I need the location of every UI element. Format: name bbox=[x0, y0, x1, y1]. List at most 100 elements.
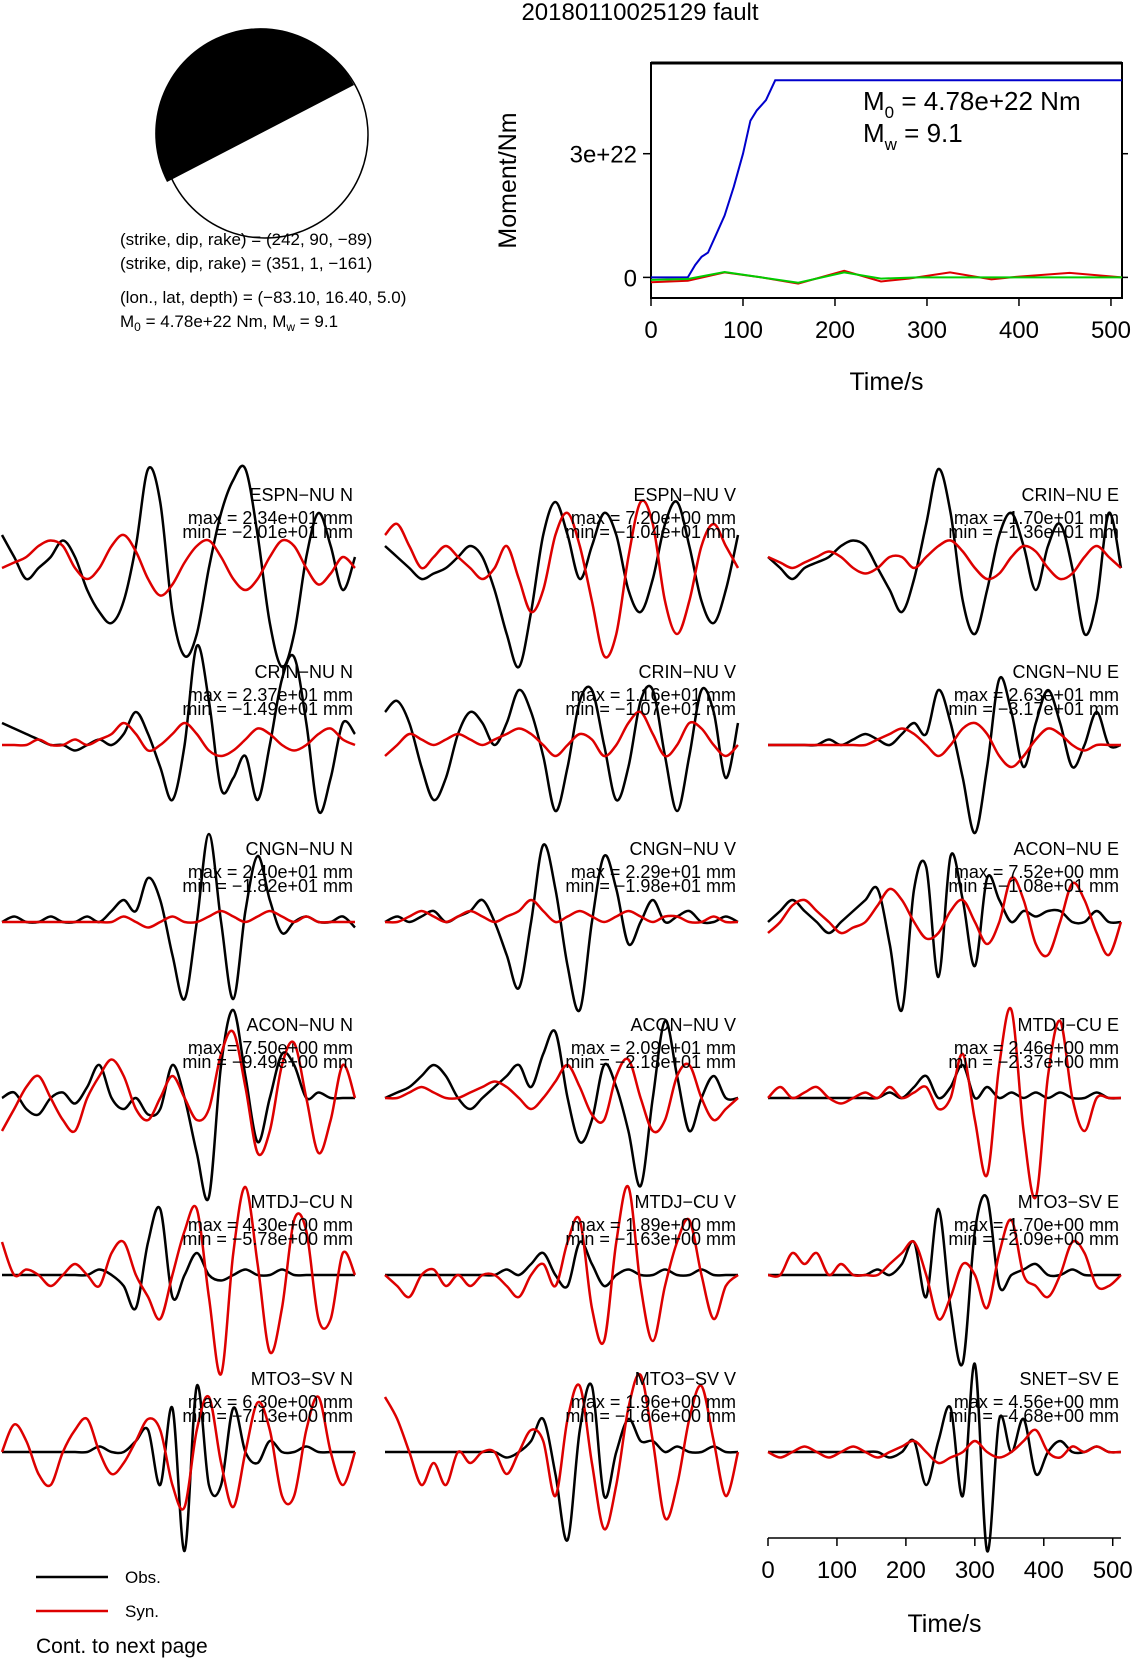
station-label: MTO3−SV N bbox=[251, 1369, 353, 1389]
hypocenter-text: (lon., lat, depth) = (−83.10, 16.40, 5.0… bbox=[120, 288, 406, 307]
nodal-plane-1: (strike, dip, rake) = (242, 90, −89) bbox=[120, 230, 372, 249]
seismic-moment-annotation: M0 = 4.78e+22 Nm bbox=[863, 86, 1081, 122]
legend: Obs. Syn. bbox=[36, 1568, 161, 1621]
max-amplitude-label: max = 2.40e+01 mm bbox=[188, 862, 353, 882]
moment-ytick-label: 0 bbox=[624, 265, 637, 292]
moment-series-cumulative bbox=[651, 79, 1122, 279]
time-axis-tick-label: 200 bbox=[886, 1557, 926, 1584]
synthetic-trace bbox=[0, 1029, 357, 1157]
observed-trace bbox=[767, 852, 1122, 1013]
min-amplitude-label: min = −7.13e+00 mm bbox=[182, 1406, 353, 1426]
station-label: ACON−NU N bbox=[246, 1015, 353, 1035]
observed-trace bbox=[768, 675, 1122, 835]
synthetic-trace bbox=[767, 1218, 1122, 1321]
moment-series-green bbox=[650, 270, 1122, 284]
station-label: ACON−NU V bbox=[630, 1015, 736, 1035]
observed-trace bbox=[384, 684, 740, 813]
max-amplitude-label: max = 1.96e+00 mm bbox=[571, 1392, 736, 1412]
min-amplitude-label: min = −1.82e+01 mm bbox=[182, 876, 353, 896]
moment-xtick-label: 500 bbox=[1091, 317, 1131, 344]
synthetic-trace bbox=[1, 533, 356, 597]
time-axis-label: Time/s bbox=[907, 1610, 981, 1638]
synthetic-trace bbox=[383, 1372, 740, 1531]
station-label: MTO3−SV V bbox=[635, 1369, 736, 1389]
max-amplitude-label: max = 2.37e+01 mm bbox=[188, 685, 353, 705]
min-amplitude-label: min = −1.63e+00 mm bbox=[565, 1229, 736, 1249]
max-amplitude-label: max = 2.34e+01 mm bbox=[188, 508, 353, 528]
max-amplitude-label: max = 1.16e+01 mm bbox=[571, 685, 736, 705]
observed-trace bbox=[385, 1240, 738, 1289]
station-label: MTDJ−CU N bbox=[251, 1192, 354, 1212]
min-amplitude-label: min = −1.66e+00 mm bbox=[565, 1406, 736, 1426]
synthetic-trace bbox=[767, 1006, 1121, 1200]
station-label: CNGN−NU N bbox=[245, 839, 353, 859]
min-amplitude-label: min = −5.78e+00 mm bbox=[182, 1229, 353, 1249]
max-amplitude-label: max = 7.20e+00 mm bbox=[571, 508, 736, 528]
synthetic-trace bbox=[767, 1428, 1122, 1465]
max-amplitude-label: max = 2.29e+01 mm bbox=[571, 862, 736, 882]
moment-xtick-label: 200 bbox=[815, 317, 855, 344]
min-amplitude-label: min = −1.08e+01 mm bbox=[948, 876, 1119, 896]
legend-syn-label: Syn. bbox=[125, 1602, 159, 1621]
observed-trace bbox=[384, 1382, 739, 1542]
station-label: SNET−SV E bbox=[1019, 1369, 1119, 1389]
min-amplitude-label: min = −3.17e+01 mm bbox=[948, 699, 1119, 719]
max-amplitude-label: max = 1.70e+01 mm bbox=[954, 508, 1119, 528]
station-label: CRIN−NU N bbox=[254, 662, 353, 682]
time-axis-tick-label: 0 bbox=[761, 1557, 774, 1584]
station-label: MTO3−SV E bbox=[1018, 1192, 1119, 1212]
synthetic-trace bbox=[384, 1184, 739, 1345]
observed-trace bbox=[767, 467, 1123, 637]
min-amplitude-label: min = −1.49e+01 mm bbox=[182, 699, 353, 719]
min-amplitude-label: min = −4.68e+00 mm bbox=[948, 1406, 1119, 1426]
station-label: CRIN−NU V bbox=[638, 662, 736, 682]
synthetic-trace bbox=[767, 539, 1122, 581]
min-amplitude-label: min = −1.98e+01 mm bbox=[565, 876, 736, 896]
synthetic-trace bbox=[384, 1057, 739, 1134]
min-amplitude-label: min = −9.49e+00 mm bbox=[182, 1052, 353, 1072]
moment-xtick-label: 300 bbox=[907, 317, 947, 344]
synthetic-trace bbox=[384, 499, 740, 659]
observed-trace bbox=[0, 464, 357, 669]
legend-obs-label: Obs. bbox=[125, 1568, 161, 1587]
min-amplitude-label: min = −2.37e+00 mm bbox=[948, 1052, 1119, 1072]
synthetic-trace bbox=[2, 909, 355, 929]
max-amplitude-label: max = 7.52e+00 mm bbox=[954, 862, 1119, 882]
station-label: MTDJ−CU E bbox=[1017, 1015, 1119, 1035]
moment-magnitude-text: M0 = 4.78e+22 Nm, Mw = 9.1 bbox=[120, 312, 338, 334]
time-axis-tick-label: 300 bbox=[955, 1557, 995, 1584]
min-amplitude-label: min = −1.07e+01 mm bbox=[565, 699, 736, 719]
max-amplitude-label: max = 2.63e+01 mm bbox=[954, 685, 1119, 705]
station-label: ESPN−NU N bbox=[249, 485, 353, 505]
moment-ytick-label: 3e+22 bbox=[570, 142, 637, 169]
synthetic-trace bbox=[767, 876, 1123, 958]
moment-xlabel: Time/s bbox=[849, 368, 923, 396]
min-amplitude-label: min = −2.18e+01 mm bbox=[565, 1052, 736, 1072]
moment-ylabel: Moment/Nm bbox=[494, 112, 522, 248]
nodal-plane-2: (strike, dip, rake) = (351, 1, −161) bbox=[120, 254, 372, 273]
max-amplitude-label: max = 2.09e+01 mm bbox=[571, 1038, 736, 1058]
focal-mechanism-beachball bbox=[155, 28, 369, 239]
synthetic-trace bbox=[2, 721, 356, 758]
observed-trace bbox=[767, 1362, 1122, 1553]
moment-xtick-label: 400 bbox=[999, 317, 1039, 344]
synthetic-trace bbox=[0, 1185, 357, 1376]
station-label: CRIN−NU E bbox=[1021, 485, 1119, 505]
